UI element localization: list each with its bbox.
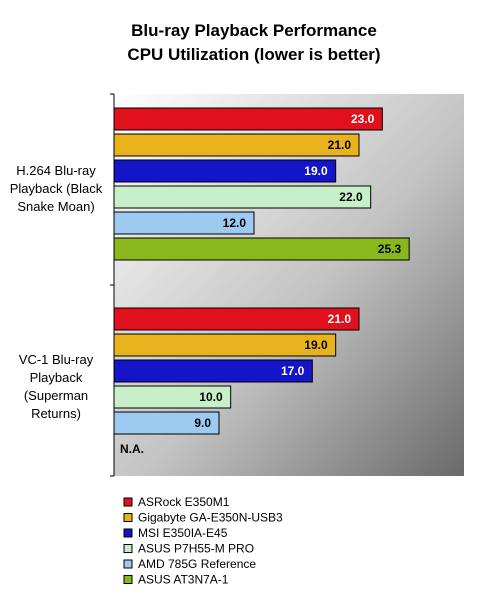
legend-label: ASUS AT3N7A-1 <box>138 573 229 587</box>
category-label: H.264 Blu-ray Playback (Black Snake Moan) <box>10 163 103 214</box>
legend-label: AMD 785G Reference <box>138 557 256 571</box>
bar <box>113 411 220 435</box>
category-labels-layer: H.264 Blu-ray Playback (Black Snake Moan) V… <box>10 163 103 421</box>
bar <box>113 133 360 157</box>
bar <box>113 333 337 357</box>
legend-swatch <box>123 559 133 569</box>
legend-swatch <box>123 497 133 507</box>
value-label: 19.0 <box>304 164 328 178</box>
bar <box>113 185 372 209</box>
value-label: 19.0 <box>304 338 328 352</box>
legend-label: Gigabyte GA-E350N-USB3 <box>138 511 283 525</box>
value-labels-layer: 23.021.019.022.012.025.321.019.017.010.0… <box>120 112 401 456</box>
legend-label: ASRock E350M1 <box>138 495 230 509</box>
bar <box>113 237 410 261</box>
value-label: 9.0 <box>194 416 211 430</box>
legend-swatch <box>123 544 133 553</box>
value-label: 22.0 <box>339 190 363 204</box>
value-label: 23.0 <box>351 112 375 126</box>
value-label-na: N.A. <box>120 442 144 456</box>
legend-swatch <box>123 528 133 538</box>
legend-swatch <box>123 575 133 584</box>
legend-swatch <box>123 513 133 522</box>
value-label: 17.0 <box>281 364 305 378</box>
value-label: 25.3 <box>378 242 402 256</box>
category-label: VC-1 Blu-ray Playback (Superman Returns) <box>19 352 94 421</box>
chart-title: Blu-ray Playback Performance <box>131 21 377 40</box>
bar <box>113 107 383 131</box>
value-label: 12.0 <box>223 216 247 230</box>
bar <box>113 307 360 331</box>
bar <box>113 211 255 235</box>
value-label: 21.0 <box>328 312 352 326</box>
value-label: 10.0 <box>199 390 223 404</box>
bar <box>113 359 313 383</box>
bar <box>113 385 232 409</box>
bar <box>113 159 337 183</box>
bars-layer <box>113 107 410 435</box>
chart-subtitle: CPU Utilization (lower is better) <box>127 45 380 64</box>
legend-label: ASUS P7H55-M PRO <box>138 542 254 556</box>
legend-label: MSI E350IA-E45 <box>138 526 228 540</box>
value-label: 21.0 <box>328 138 352 152</box>
